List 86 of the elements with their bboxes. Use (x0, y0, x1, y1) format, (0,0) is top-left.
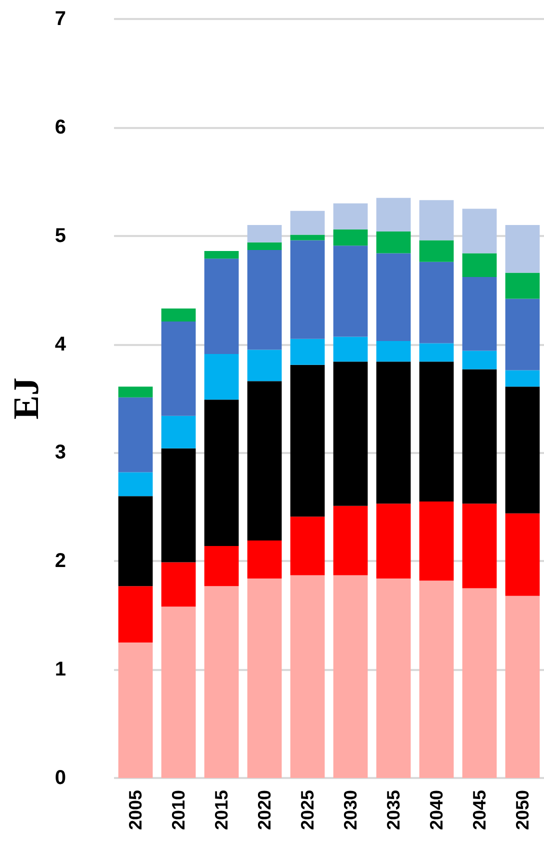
y-tick-label: 1 (54, 658, 66, 681)
bar (419, 343, 454, 362)
bar (118, 472, 153, 496)
bar (376, 578, 411, 778)
bar (462, 504, 497, 588)
bar (247, 250, 282, 350)
y-tick-label: 6 (54, 116, 66, 138)
bar (118, 386, 153, 398)
bar (204, 400, 239, 546)
bar (290, 364, 325, 517)
bar (419, 362, 454, 502)
bar (204, 546, 239, 586)
bar (204, 258, 239, 354)
bar (333, 575, 368, 778)
bar (505, 596, 540, 778)
bar (419, 262, 454, 344)
bar (333, 336, 368, 362)
y-tick-label: 3 (54, 442, 66, 464)
bar (462, 588, 497, 778)
bar (419, 200, 454, 240)
bar (247, 578, 282, 778)
bar (247, 225, 282, 242)
bar (333, 246, 368, 337)
x-tick-label: 2005 (126, 790, 146, 830)
bar (204, 586, 239, 778)
x-tick-label: 2045 (470, 790, 490, 830)
bar (333, 506, 368, 576)
x-tick-label: 2050 (512, 790, 532, 830)
y-tick-label: 7 (54, 8, 66, 30)
bar (505, 370, 540, 387)
bar (333, 362, 368, 506)
x-tick-label: 2030 (340, 790, 361, 830)
bar (376, 198, 411, 232)
bar (290, 516, 325, 576)
bar (462, 369, 497, 504)
x-tick-label: 2010 (168, 790, 189, 830)
bar (462, 208, 497, 254)
bar (376, 504, 411, 578)
bar (161, 448, 196, 562)
bar (118, 642, 153, 778)
y-tick-label: 4 (54, 333, 67, 356)
bar (247, 381, 282, 541)
bar (161, 562, 196, 607)
bar (505, 513, 540, 596)
bar (419, 502, 454, 581)
bar (161, 606, 196, 778)
x-tick-label: 2040 (426, 790, 447, 830)
bar (333, 229, 368, 246)
bar (419, 580, 454, 778)
x-tick-label: 2020 (254, 790, 275, 830)
bar (419, 240, 454, 262)
bar (290, 234, 325, 240)
bar (204, 251, 239, 259)
bar (462, 253, 497, 278)
y-tick-label: 0 (54, 767, 66, 789)
bar (505, 225, 540, 273)
bar (290, 338, 325, 365)
bar (247, 540, 282, 578)
x-tick-label: 2025 (298, 790, 318, 830)
x-tick-label: 2035 (384, 790, 404, 830)
bar (118, 586, 153, 642)
y-tick-label: 5 (54, 224, 66, 247)
bar (376, 253, 411, 342)
bar (118, 496, 153, 586)
bar (376, 362, 411, 504)
bar (376, 232, 411, 254)
bar (290, 240, 325, 339)
bar (462, 350, 497, 370)
y-tick-label: 2 (54, 550, 66, 572)
bar (505, 298, 540, 370)
bar (161, 308, 196, 322)
x-tick-label: 2015 (212, 790, 232, 830)
bar (505, 386, 540, 514)
bar (462, 277, 497, 351)
bar (333, 203, 368, 230)
bar (376, 341, 411, 362)
bar (118, 397, 153, 472)
bar (161, 416, 196, 448)
bar (290, 210, 325, 235)
bar (247, 350, 282, 382)
bar (204, 354, 239, 400)
bar (247, 242, 282, 250)
bar (505, 272, 540, 299)
y-axis-title: EJ (6, 377, 46, 420)
bar (161, 322, 196, 416)
bar (290, 575, 325, 778)
